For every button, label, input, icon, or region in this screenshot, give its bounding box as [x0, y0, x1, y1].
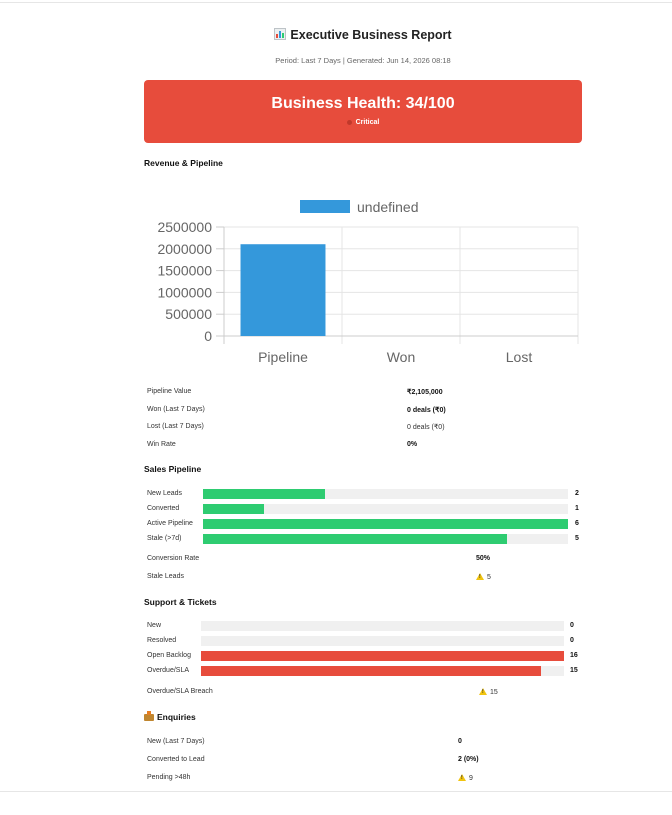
stale-leads-count: 5	[487, 574, 491, 581]
support-bar-label: Overdue/SLA	[147, 667, 190, 674]
enquiry-metric-label: Converted to Lead	[147, 756, 205, 763]
warning-icon	[479, 688, 487, 695]
bar-chart-icon	[274, 28, 287, 40]
revenue-chart: undefined 2500000 2000000 1500000 1000000 500…	[157, 199, 579, 365]
support-bar-label: Resolved	[147, 637, 177, 644]
revenue-metric-value: ₹2,105,000	[407, 389, 443, 396]
sales-section-title: Sales Pipeline	[144, 464, 202, 474]
enquiry-metric-label: Pending >48h	[147, 774, 191, 781]
sales-bar-fill	[203, 534, 508, 544]
sales-bar-fill	[203, 519, 568, 529]
bottom-divider	[0, 791, 672, 792]
top-divider	[0, 2, 672, 3]
health-score: Business Health: 34/100	[271, 95, 455, 112]
health-status-text: Critical	[355, 119, 380, 126]
sla-breach-label: Overdue/SLA Breach	[147, 688, 213, 695]
revenue-metric-label: Won (Last 7 Days)	[147, 405, 205, 413]
health-status: Critical	[144, 119, 582, 126]
bar-pipeline	[240, 244, 326, 336]
sales-bar-label: New Leads	[147, 490, 183, 497]
enquiry-metric-value: 2 (0%)	[458, 756, 479, 763]
support-bar-fill	[201, 651, 564, 661]
revenue-metric-value: 0 deals (₹0)	[407, 424, 445, 431]
y-tick-label: 1500000	[157, 263, 212, 279]
revenue-metric-value: 0 deals (₹0)	[407, 406, 446, 414]
support-bar-track	[201, 666, 564, 676]
sales-bar-track	[203, 504, 568, 514]
sales-bar-fill	[203, 489, 325, 499]
status-dot-icon	[346, 119, 352, 125]
report-title: Executive Business Report	[144, 28, 582, 42]
legend-label: undefined	[357, 199, 419, 215]
conversion-rate-value: 50%	[476, 555, 491, 562]
conversion-rate-label: Conversion Rate	[147, 555, 200, 562]
report-subtitle: Period: Last 7 Days | Generated: Jun 14,…	[275, 56, 451, 65]
enquiry-metric-value: 9	[458, 774, 473, 782]
y-tick-label: 500000	[165, 306, 212, 322]
support-bar-value: 0	[570, 637, 574, 644]
y-tick-label: 2500000	[157, 219, 212, 235]
revenue-section-title: Revenue & Pipeline	[144, 158, 223, 168]
support-bar-label: Open Backlog	[147, 652, 191, 659]
x-tick-label: Pipeline	[258, 349, 308, 365]
enquiries-section-title: Enquiries	[144, 711, 196, 722]
sales-bar-label: Converted	[147, 505, 180, 512]
stale-leads-value: 5	[476, 573, 491, 581]
warning-icon	[458, 774, 466, 781]
stale-leads-label: Stale Leads	[147, 573, 184, 580]
revenue-metric-label: Lost (Last 7 Days)	[147, 423, 204, 430]
support-bar-value: 0	[570, 622, 574, 629]
sla-breach-count: 15	[490, 689, 498, 696]
sales-bar-track	[203, 519, 568, 529]
revenue-metric-label: Pipeline Value	[147, 388, 192, 395]
warning-icon	[476, 573, 484, 580]
support-bar-fill	[201, 666, 542, 676]
support-bar-track	[201, 651, 564, 661]
enquiry-metric-label: New (Last 7 Days)	[147, 738, 205, 745]
sales-bar-label: Active Pipeline	[147, 520, 193, 527]
sales-bar-value: 5	[575, 535, 579, 542]
y-tick-label: 0	[204, 328, 212, 344]
x-tick-label: Lost	[506, 349, 533, 365]
sales-bar-label: Stale (>7d)	[147, 535, 182, 542]
sales-bar-value: 2	[575, 490, 579, 497]
sales-bar-fill	[203, 504, 264, 514]
support-bar-track	[201, 636, 564, 646]
support-bar-value: 16	[570, 652, 578, 659]
sales-bar-value: 1	[575, 505, 579, 512]
enquiry-metric-value: 0	[458, 738, 462, 745]
enquiry-metric-value-text: 9	[469, 775, 473, 782]
inbox-tray-icon	[144, 711, 154, 721]
sales-bar-track	[203, 489, 568, 499]
support-bar-track	[201, 621, 564, 631]
health-banner: Business Health: 34/100 Critical	[144, 80, 582, 143]
report-title-text: Executive Business Report	[290, 28, 452, 42]
sales-bar-value: 6	[575, 520, 579, 527]
enquiries-title-text: Enquiries	[157, 712, 196, 722]
revenue-metric-value: 0%	[407, 440, 418, 448]
sales-bar-track	[203, 534, 568, 544]
y-tick-label: 1000000	[157, 284, 212, 300]
sla-breach-value: 15	[479, 688, 498, 696]
revenue-metric-label: Win Rate	[147, 440, 176, 448]
support-section-title: Support & Tickets	[144, 597, 217, 607]
x-tick-label: Won	[387, 349, 416, 365]
legend-swatch	[300, 200, 350, 213]
support-bar-value: 15	[570, 667, 578, 674]
y-tick-label: 2000000	[157, 241, 212, 257]
support-bar-label: New	[147, 622, 162, 629]
